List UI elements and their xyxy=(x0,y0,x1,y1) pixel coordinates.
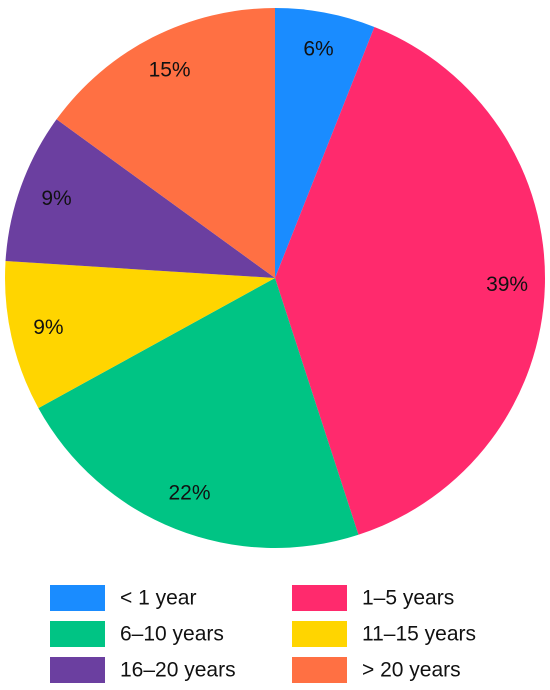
legend-swatch xyxy=(292,585,347,611)
slice-label: 9% xyxy=(33,316,63,339)
legend-swatch xyxy=(50,585,105,611)
legend-label: 11–15 years xyxy=(362,623,476,646)
legend-swatch xyxy=(292,621,347,647)
legend-label: 6–10 years xyxy=(120,623,224,646)
pie-slice xyxy=(5,119,276,279)
legend-swatch xyxy=(292,657,347,683)
pie-slice xyxy=(4,261,275,409)
legend-swatch xyxy=(50,657,105,683)
pie-slice xyxy=(275,26,545,535)
pie-slice xyxy=(275,8,375,278)
slice-label: 6% xyxy=(303,37,333,60)
pie-slice xyxy=(56,8,275,278)
legend-label: 1–5 years xyxy=(362,587,454,610)
slice-label: 22% xyxy=(169,481,211,504)
pie-slice xyxy=(38,278,359,549)
slice-label: 15% xyxy=(149,59,191,82)
legend-swatch xyxy=(50,621,105,647)
slice-label: 39% xyxy=(486,273,528,296)
legend-label: < 1 year xyxy=(120,587,196,610)
legend-label: > 20 years xyxy=(362,659,461,682)
slice-label: 9% xyxy=(41,187,71,210)
legend-label: 16–20 years xyxy=(120,659,236,682)
